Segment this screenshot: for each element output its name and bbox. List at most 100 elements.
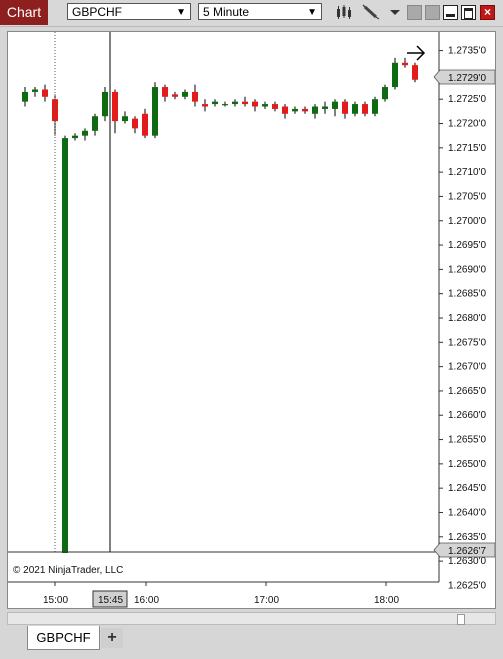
copyright-panel: [8, 553, 439, 582]
selected-time-marker: 15:45: [92, 590, 128, 608]
bar-type-icon[interactable]: [336, 4, 352, 20]
price-tick-label: 1.2655'0: [448, 435, 486, 446]
candle-body: [352, 104, 358, 114]
chart-panel[interactable]: 1.2735'01.2730'01.2725'01.2720'01.2715'0…: [7, 31, 496, 609]
drawing-tool-icon[interactable]: [362, 4, 380, 20]
candle-body: [392, 62, 398, 88]
candle: [22, 87, 28, 107]
candle: [92, 113, 98, 136]
candle-body: [92, 116, 98, 131]
candle-body: [302, 108, 308, 112]
candle: [252, 99, 258, 112]
add-tab-button[interactable]: +: [101, 628, 123, 648]
candle-body: [412, 65, 418, 80]
candle-body: [212, 101, 218, 105]
time-tick-label: 18:00: [374, 595, 399, 606]
instrument-value: GBPCHF: [72, 5, 123, 19]
candle-body: [262, 104, 268, 107]
price-tick-label: 1.2700'0: [448, 216, 486, 227]
candle: [102, 87, 108, 122]
chart-toolbar: Chart GBPCHF ▼ 5 Minute ▼ ×: [0, 0, 503, 27]
low-price-marker: 1.2626'7: [433, 542, 495, 558]
scroll-thumb[interactable]: [457, 614, 465, 625]
gray-square-icon[interactable]: [407, 5, 422, 20]
candle: [62, 135, 68, 578]
candle: [222, 101, 228, 107]
candle: [162, 84, 168, 102]
candle-body: [102, 91, 108, 117]
candle: [272, 101, 278, 112]
chevron-down-icon: ▼: [307, 7, 317, 18]
price-tick-label: 1.2635'0: [448, 532, 486, 543]
candle-body: [252, 101, 258, 107]
minimize-icon[interactable]: [443, 5, 458, 20]
candle-body: [172, 94, 178, 97]
time-tick-label: 16:00: [134, 595, 159, 606]
chevron-down-icon: ▼: [176, 7, 186, 18]
candle-body: [32, 89, 38, 92]
price-tick-label: 1.2685'0: [448, 289, 486, 300]
price-tick-label: 1.2705'0: [448, 191, 486, 202]
candle: [392, 57, 398, 90]
price-tick-label: 1.2735'0: [448, 46, 486, 57]
instrument-selector[interactable]: GBPCHF ▼: [67, 3, 191, 20]
candle: [192, 84, 198, 107]
price-tick-label: 1.2650'0: [448, 459, 486, 470]
price-tick-label: 1.2715'0: [448, 143, 486, 154]
interval-selector[interactable]: 5 Minute ▼: [198, 3, 322, 20]
price-tick-label: 1.2720'0: [448, 119, 486, 130]
chart-window-tab[interactable]: Chart: [0, 0, 48, 25]
candle-body: [192, 91, 198, 102]
candle-body: [292, 108, 298, 112]
candle: [322, 101, 328, 114]
maximize-icon[interactable]: [461, 5, 476, 20]
selected-time-label: 15:45: [98, 595, 123, 606]
candle-body: [112, 91, 118, 122]
candle-body: [272, 104, 278, 109]
candle: [312, 104, 318, 119]
price-tick-label: 1.2695'0: [448, 240, 486, 251]
candle: [232, 99, 238, 107]
candle: [122, 111, 128, 124]
candle-body: [202, 104, 208, 107]
instrument-tab[interactable]: GBPCHF: [27, 626, 100, 650]
current-price-label: 1.2729'0: [448, 73, 486, 84]
candle: [292, 106, 298, 114]
candle-body: [222, 104, 228, 106]
candle-body: [232, 101, 238, 105]
candle: [362, 101, 368, 117]
candle-body: [142, 113, 148, 136]
candle: [182, 89, 188, 100]
price-tick-label: 1.2665'0: [448, 386, 486, 397]
candle: [132, 116, 138, 134]
candle-body: [132, 118, 138, 129]
interval-value: 5 Minute: [203, 5, 250, 19]
price-tick-label: 1.2690'0: [448, 264, 486, 275]
candle-body: [22, 91, 28, 102]
candle-body: [82, 130, 88, 136]
candle-body: [152, 87, 158, 136]
candle: [42, 84, 48, 102]
copyright-text: © 2021 NinjaTrader, LLC: [13, 565, 123, 576]
candle-body: [72, 135, 78, 139]
close-icon[interactable]: ×: [480, 5, 495, 20]
gray-square-icon[interactable]: [425, 5, 440, 20]
candle: [262, 101, 268, 109]
horizontal-scrollbar[interactable]: [7, 612, 496, 625]
price-chart[interactable]: 1.2735'01.2730'01.2725'01.2720'01.2715'0…: [8, 32, 495, 608]
time-tick-label: 17:00: [254, 595, 279, 606]
dropdown-arrow-icon[interactable]: [389, 4, 401, 20]
candle-body: [372, 99, 378, 114]
right-arrow-icon: [407, 45, 426, 61]
candle: [212, 99, 218, 107]
candle-body: [122, 116, 128, 122]
candle: [352, 101, 358, 117]
candle: [172, 91, 178, 100]
candle: [242, 96, 248, 107]
candle-body: [362, 104, 368, 114]
price-tick-label: 1.2660'0: [448, 410, 486, 421]
candle: [82, 128, 88, 141]
low-price-label: 1.2626'7: [448, 546, 486, 557]
candle-body: [282, 106, 288, 114]
candle: [382, 84, 388, 102]
